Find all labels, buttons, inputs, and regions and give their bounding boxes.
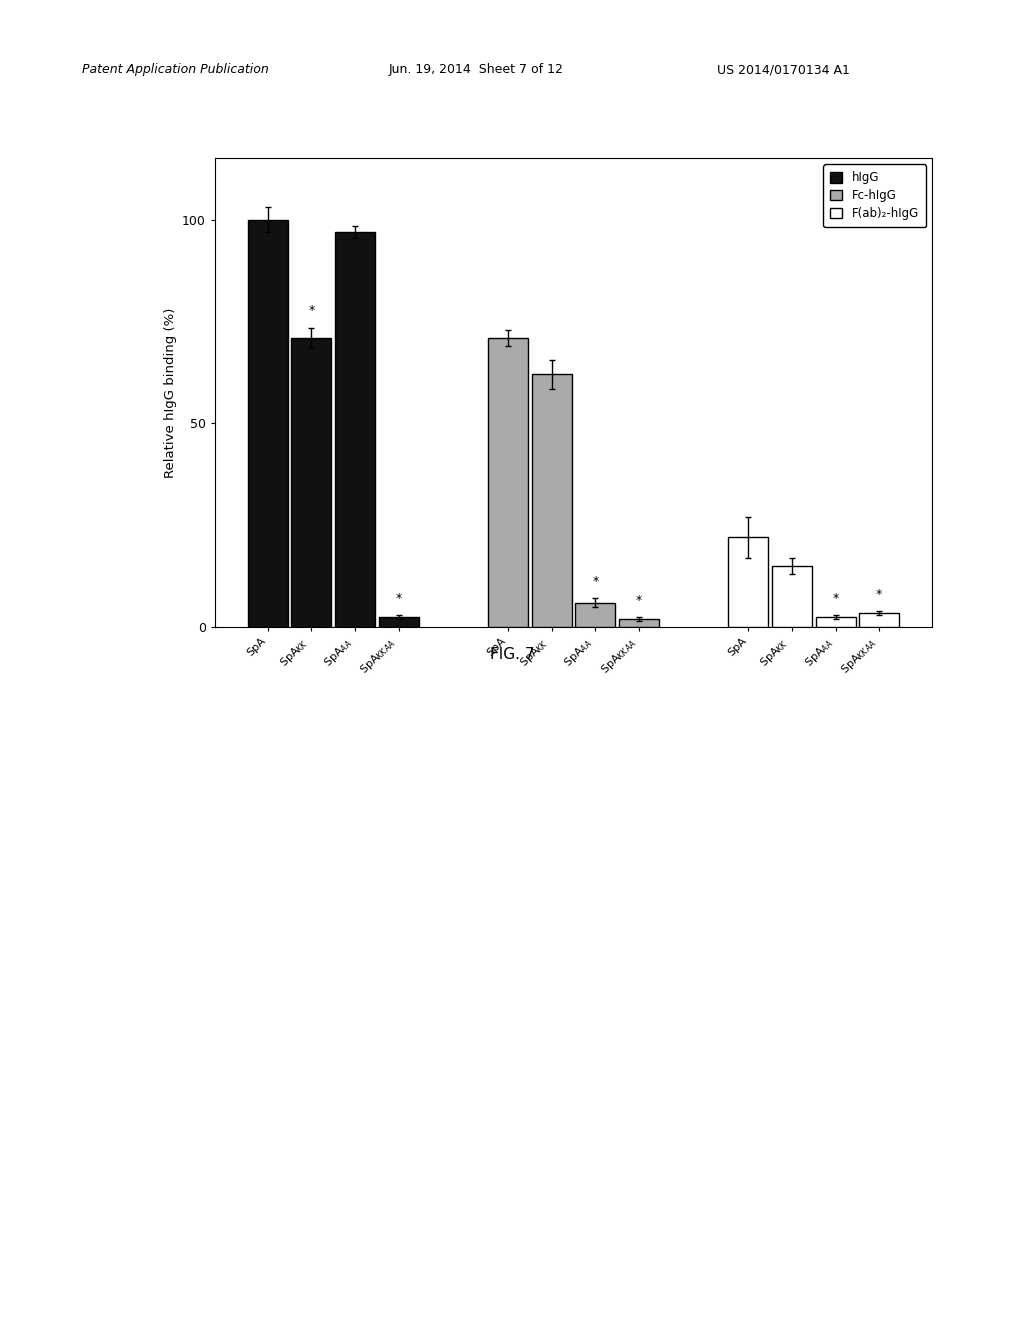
Text: *: * [308,305,314,317]
Bar [815,616,856,627]
Bar [487,338,528,627]
Text: Patent Application Publication: Patent Application Publication [82,63,268,77]
Text: Jun. 19, 2014  Sheet 7 of 12: Jun. 19, 2014 Sheet 7 of 12 [389,63,564,77]
Bar [728,537,768,627]
Bar [335,232,375,627]
Text: *: * [592,576,598,589]
Text: US 2014/0170134 A1: US 2014/0170134 A1 [717,63,850,77]
Bar [379,616,419,627]
Text: *: * [877,587,883,601]
Text: *: * [833,591,839,605]
Bar [531,375,571,627]
Bar [618,619,659,627]
Bar [859,612,899,627]
Text: FIG. 7: FIG. 7 [489,647,535,661]
Text: *: * [636,594,642,607]
Text: *: * [395,591,401,605]
Bar [248,219,288,627]
Y-axis label: Relative hIgG binding (%): Relative hIgG binding (%) [164,308,176,478]
Bar [575,602,615,627]
Bar [772,566,812,627]
Legend: hIgG, Fc-hIgG, F(ab)₂-hIgG: hIgG, Fc-hIgG, F(ab)₂-hIgG [823,164,926,227]
Bar [291,338,332,627]
